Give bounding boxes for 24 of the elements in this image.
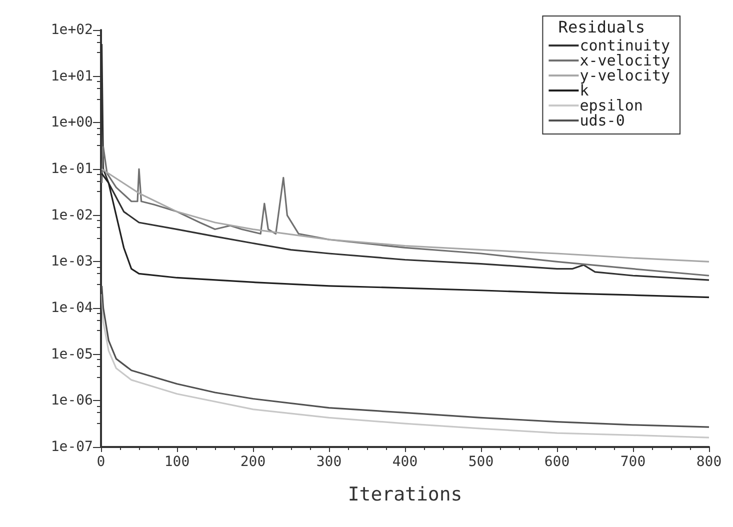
y-tick-label: 1e-07 — [50, 439, 93, 455]
y-tick-label: 1e+02 — [50, 22, 93, 38]
x-tick-label: 400 — [392, 454, 418, 470]
x-tick-label: 0 — [96, 454, 106, 470]
x-tick-label: 700 — [620, 454, 646, 470]
y-tick-label: 1e+00 — [50, 114, 93, 131]
y-tick-label: 1e-02 — [50, 207, 93, 224]
y-tick-label: 1e-04 — [50, 300, 93, 316]
y-tick-label: 1e-05 — [50, 346, 93, 362]
y-tick-label: 1e-01 — [50, 161, 93, 177]
x-tick-label: 800 — [696, 454, 722, 470]
y-tick-label: 1e-06 — [50, 392, 93, 409]
x-tick-label: 100 — [164, 454, 190, 470]
x-tick-label: 200 — [240, 454, 266, 470]
y-tick-label: 1e-03 — [50, 254, 93, 270]
legend-label: epsilon — [580, 96, 643, 114]
x-tick-label: 300 — [316, 454, 342, 470]
x-tick-label: 600 — [544, 454, 570, 470]
legend-label: uds-0 — [580, 112, 625, 130]
legend-label: continuity — [580, 36, 670, 54]
y-tick-label: 1e+01 — [50, 68, 93, 84]
x-axis-title: Iterations — [348, 484, 462, 506]
x-tick-label: 500 — [468, 454, 494, 470]
legend-title: Residuals — [558, 18, 646, 36]
